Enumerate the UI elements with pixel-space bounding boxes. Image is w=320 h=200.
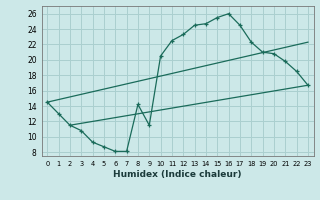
X-axis label: Humidex (Indice chaleur): Humidex (Indice chaleur) <box>113 170 242 179</box>
